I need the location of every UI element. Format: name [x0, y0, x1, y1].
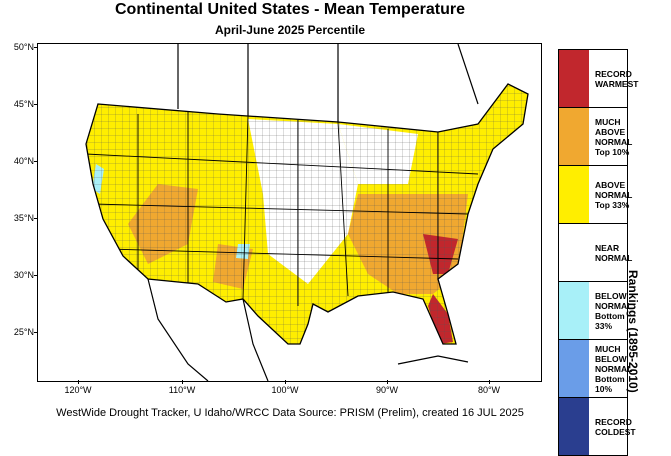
legend-item-above-normal: ABOVE NORMAL Top 33%: [559, 166, 632, 224]
state-boundaries: [86, 112, 479, 306]
y-tick-label: 25°N: [13, 327, 34, 337]
y-tick-label: 50°N: [13, 42, 34, 52]
county-boundaries: [86, 84, 528, 344]
legend-title: Rankings (1895-2010): [626, 270, 640, 393]
legend-item-much-above-normal: MUCH ABOVE NORMAL Top 10%: [559, 108, 632, 166]
x-tick-label: 80°W: [477, 385, 501, 395]
legend-item-below-normal: BELOW NORMAL Bottom 33%: [559, 282, 632, 340]
x-tick-label: 110°W: [168, 385, 196, 395]
y-tick-label: 40°N: [13, 156, 34, 166]
y-tick-label: 45°N: [13, 99, 34, 109]
x-tick-mark: [285, 380, 286, 384]
legend-swatch: [559, 166, 589, 223]
legend-label: ABOVE NORMAL Top 33%: [595, 179, 633, 210]
legend-swatch: [559, 50, 589, 107]
cuba-coastline: [397, 355, 469, 365]
y-tick-label: 35°N: [13, 213, 34, 223]
source-credit: WestWide Drought Tracker, U Idaho/WRCC D…: [56, 407, 524, 419]
x-tick-mark: [387, 380, 388, 384]
legend-label: RECORD WARMEST: [595, 68, 639, 89]
map-title: Continental United States - Mean Tempera…: [115, 1, 465, 18]
legend-swatch: [559, 108, 589, 165]
legend-label: NEAR NORMAL: [595, 242, 633, 263]
x-tick-label: 100°W: [271, 385, 299, 395]
y-tick-mark: [34, 104, 38, 105]
legend-label: BELOW NORMAL Bottom 33%: [595, 290, 633, 331]
legend-item-much-below-normal: MUCH BELOW NORMAL Bottom 10%: [559, 340, 632, 398]
x-tick-label: 90°W: [375, 385, 399, 395]
x-tick-mark: [182, 380, 183, 384]
y-tick-mark: [34, 218, 38, 219]
legend-item-record-warmest: RECORD WARMEST: [559, 50, 638, 108]
y-tick-mark: [34, 275, 38, 276]
y-tick-mark: [34, 332, 38, 333]
legend-item-near-normal: NEAR NORMAL: [559, 224, 632, 282]
legend-label: MUCH ABOVE NORMAL Top 10%: [595, 116, 633, 157]
legend-swatch: [559, 340, 589, 397]
y-tick-mark: [34, 47, 38, 48]
canada-border-lines: [177, 44, 479, 122]
legend-label: RECORD COLDEST: [595, 416, 636, 437]
x-tick-label: 120°W: [64, 385, 92, 395]
us-temperature-map: [37, 43, 542, 382]
legend-label: MUCH BELOW NORMAL Bottom 10%: [595, 343, 633, 394]
mexico-coastline: [147, 278, 269, 381]
legend-swatch: [559, 282, 589, 339]
map-subtitle: April-June 2025 Percentile: [214, 23, 366, 37]
y-tick-label: 30°N: [13, 270, 34, 280]
x-tick-mark: [489, 380, 490, 384]
rankings-legend: RECORD WARMEST MUCH ABOVE NORMAL Top 10%…: [558, 49, 638, 456]
x-tick-mark: [78, 380, 79, 384]
legend-swatch: [559, 224, 589, 281]
y-tick-mark: [34, 161, 38, 162]
